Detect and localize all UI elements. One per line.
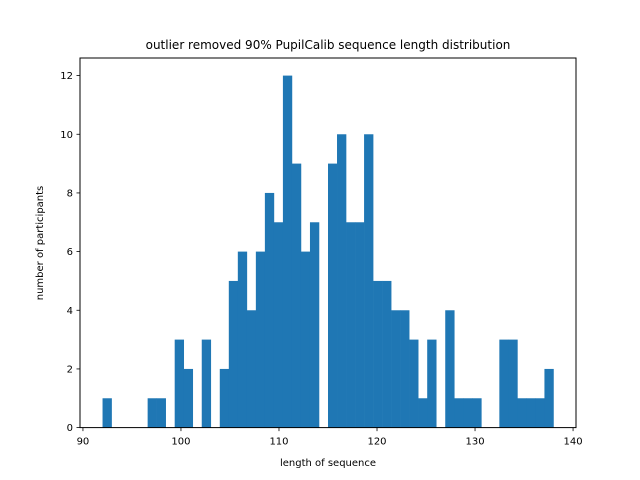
histogram-bar [174,339,185,428]
y-tick-label: 0 [67,423,73,434]
histogram-bar [373,280,383,428]
histogram-bar [264,192,275,428]
histogram-bar [102,398,112,428]
histogram-bar [309,222,320,428]
x-tick-label: 90 [77,437,90,448]
histogram-bar [472,398,482,428]
histogram-bar [228,280,239,428]
histogram-bar [445,310,455,428]
chart-title: outlier removed 90% PupilCalib sequence … [146,38,511,52]
histogram-bar [183,368,194,428]
histogram-bar [246,310,257,428]
y-tick-label: 12 [60,71,73,82]
histogram-bar [499,339,509,428]
histogram-bar [454,398,464,428]
histogram-bar [273,222,284,428]
histogram-bar [156,398,166,428]
histogram-bar [355,222,365,428]
histogram-bar [535,398,545,428]
histogram-bar [517,398,527,428]
y-axis-ticks: 0 2 4 6 8 10 12 [60,71,80,434]
histogram-bar [328,163,338,428]
histogram-bar [201,339,212,428]
y-tick-label: 8 [67,188,73,199]
x-axis-label: length of sequence [280,458,376,469]
histogram-bar [147,398,157,428]
histogram-bar [526,398,536,428]
histogram-bar [382,280,392,428]
x-tick-label: 140 [564,437,583,448]
y-tick-label: 6 [67,247,73,258]
x-tick-label: 120 [367,437,386,448]
histogram-bar [427,339,437,428]
histogram-bar [508,339,518,428]
histogram-bar [255,251,266,428]
histogram-bar [291,163,302,428]
y-tick-label: 4 [67,306,73,317]
histogram-bar [237,251,248,428]
bars-group [102,75,554,428]
histogram-bar [300,251,311,428]
histogram-bar [337,134,347,428]
histogram-bar [364,134,374,428]
histogram-bar [346,222,356,428]
x-tick-label: 110 [269,437,288,448]
x-tick-label: 130 [465,437,484,448]
histogram-bar [463,398,473,428]
x-tick-label: 100 [171,437,190,448]
histogram-bar [418,398,428,428]
histogram-bar [400,310,410,428]
y-axis-label: number of participants [35,186,46,301]
x-axis-ticks: 90 100 110 120 130 140 [77,427,583,448]
histogram-bar [409,339,419,428]
histogram-bar [544,368,554,428]
histogram-bar [282,75,293,428]
y-tick-label: 2 [67,364,73,375]
histogram-bar [391,310,401,428]
y-tick-label: 10 [60,130,73,141]
histogram-bar [219,368,230,428]
plot-frame [79,57,577,429]
